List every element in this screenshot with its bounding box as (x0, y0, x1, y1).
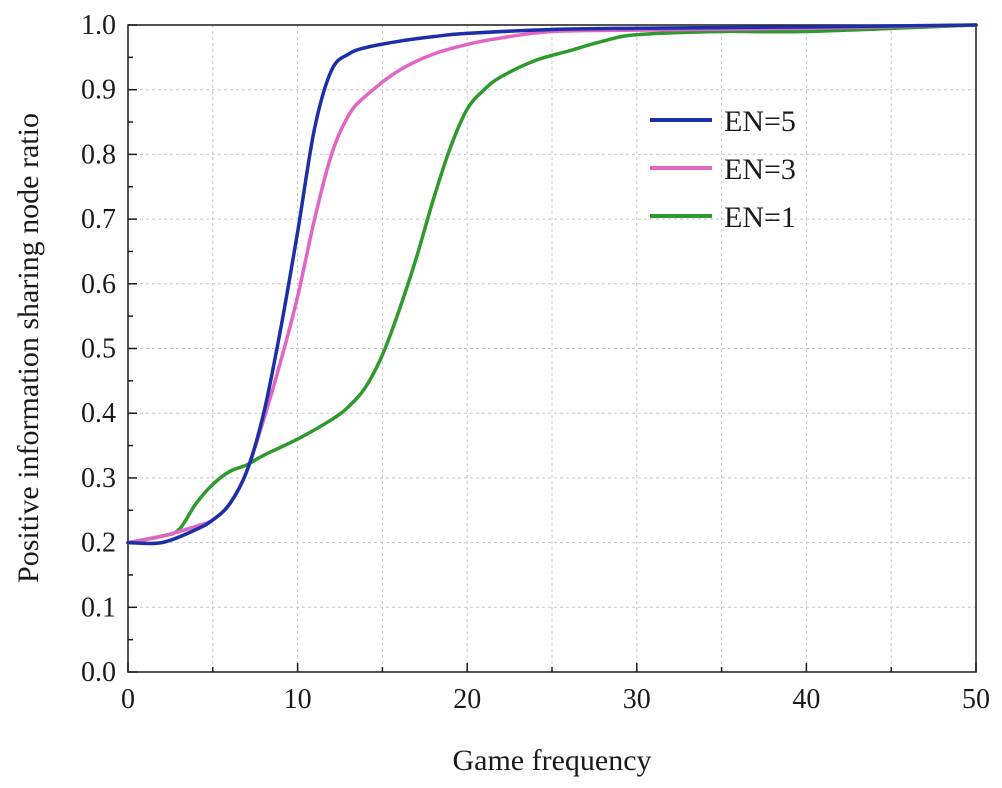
x-tick-label: 40 (792, 684, 820, 715)
legend: EN=5 EN=3 EN=1 (650, 105, 796, 234)
y-axis-label: Positive information sharing node ratio (12, 113, 45, 583)
legend-label-en-1: EN=1 (724, 201, 796, 234)
x-tick-label: 50 (962, 684, 990, 715)
x-tick-label: 0 (121, 684, 135, 715)
series-line-en-5 (126, 23, 978, 546)
y-tick-label: 0.3 (81, 463, 116, 494)
y-tick-label: 0.1 (81, 592, 116, 623)
x-tick-label: 10 (284, 684, 312, 715)
y-tick-label: 0.4 (81, 398, 116, 429)
series-lines (126, 23, 978, 546)
y-tick-label: 0.5 (81, 334, 116, 365)
y-tick-label: 0.2 (81, 528, 116, 559)
legend-label-en-5: EN=5 (724, 105, 796, 138)
y-tick-label: 0.0 (81, 657, 116, 688)
x-tick-label: 20 (453, 684, 481, 715)
y-tick-label: 0.6 (81, 269, 116, 300)
x-tick-label: 30 (623, 684, 651, 715)
series-line-en-1 (126, 23, 978, 545)
y-tick-label: 0.9 (81, 75, 116, 106)
y-tick-label: 0.7 (81, 204, 116, 235)
y-tick-label: 0.8 (81, 139, 116, 170)
x-axis-label: Game frequency (452, 744, 651, 777)
grid (128, 25, 976, 672)
legend-label-en-3: EN=3 (724, 153, 796, 186)
y-tick-label: 1.0 (81, 10, 116, 41)
axis-ticks: 0.0 0.1 0.2 0.3 0.4 0.5 0.6 0.7 0.8 0.9 1.0 0 10 20 30… (81, 10, 990, 715)
